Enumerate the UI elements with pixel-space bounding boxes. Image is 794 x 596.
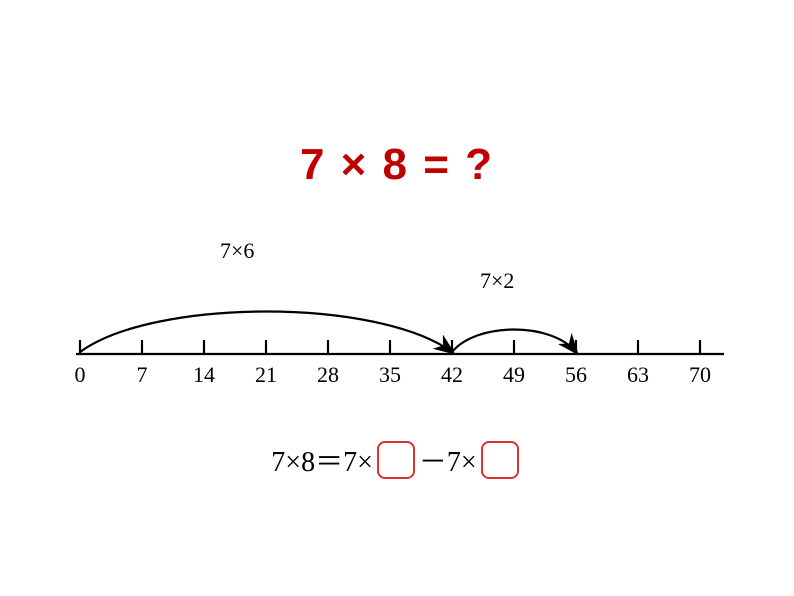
tick-label: 42: [441, 362, 463, 387]
tick-label: 49: [503, 362, 525, 387]
tick-label: 28: [317, 362, 339, 387]
number-line-diagram: 071421283542495663707×67×2: [70, 262, 730, 402]
tick-label: 7: [137, 362, 148, 387]
tick-label: 35: [379, 362, 401, 387]
arc-label: 7×6: [220, 238, 254, 263]
fill-in-equation: 7×8＝7× －7×: [0, 440, 794, 480]
equation-prefix: 7×8＝7×: [271, 447, 373, 478]
number-line-svg: 071421283542495663707×67×2: [70, 262, 730, 402]
blank-box-1[interactable]: [377, 441, 415, 479]
tick-label: 63: [627, 362, 649, 387]
tick-label: 56: [565, 362, 587, 387]
page-title: 7 × 8 = ?: [0, 140, 794, 190]
tick-label: 0: [75, 362, 86, 387]
blank-box-2[interactable]: [481, 441, 519, 479]
equation-mid: －7×: [419, 447, 477, 478]
tick-label: 14: [193, 362, 215, 387]
tick-label: 70: [689, 362, 711, 387]
arc-label: 7×2: [480, 268, 514, 293]
tick-label: 21: [255, 362, 277, 387]
